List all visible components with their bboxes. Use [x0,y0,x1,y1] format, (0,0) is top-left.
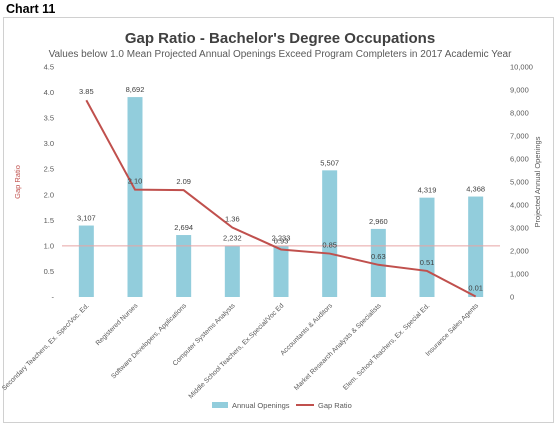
right-tick-label: 6,000 [510,155,529,164]
bar [127,97,143,297]
category-label: Middle School Teachers, Ex.Special/Voc E… [188,302,286,400]
bar [224,245,240,297]
line-data-label: 1.36 [225,214,240,223]
right-tick-label: 4,000 [510,201,529,210]
right-tick-label: 2,000 [510,247,529,256]
left-tick-label: 2.5 [44,165,54,174]
category-label: Insurance Sales Agents [425,302,481,358]
legend-bar-label: Annual Openings [232,401,290,410]
line-data-label: 0.93 [274,236,289,245]
bar-data-label: 3,107 [77,214,96,223]
left-axis-label: Gap Ratio [13,165,22,199]
right-tick-label: 8,000 [510,109,529,118]
bar [419,197,435,297]
line-data-label: 2.09 [176,177,191,186]
left-tick-label: 2.0 [44,190,54,199]
legend-bar-swatch [212,402,228,408]
bar-data-label: 4,319 [418,186,437,195]
line-data-label: 3.85 [79,87,94,96]
left-tick-label: 3.5 [44,114,54,123]
left-tick-label: 1.5 [44,216,54,225]
bar-data-label: 8,692 [126,85,145,94]
category-label: Market Research Analysts & Specialists [293,302,383,392]
right-tick-label: 10,000 [510,63,533,72]
line-data-label: 0.63 [371,252,386,261]
right-tick-label: 5,000 [510,178,529,187]
bar [78,225,94,297]
line-data-label: 2.10 [128,177,143,186]
legend: Annual Openings Gap Ratio [212,401,352,410]
line-data-label: 0.85 [322,241,337,250]
bar-data-labels: 3,107 8,692 2,694 2,232 2,233 5,507 2,960 4,319… [77,85,485,243]
bar [273,245,289,297]
line-series [85,99,477,298]
bar-data-label: 2,233 [272,234,291,243]
left-tick-label: - [52,293,55,302]
gap-ratio-line [85,99,477,298]
left-tick-label: 1.0 [44,241,54,250]
left-axis-ticks: - 0.5 1.0 1.5 2.0 2.5 3.0 3.5 4.0 4.5 [44,63,55,302]
chart-subtitle: Values below 1.0 Mean Projected Annual O… [49,49,513,60]
bar-data-label: 2,960 [369,217,388,226]
chart-title: Gap Ratio - Bachelor's Degree Occupation… [125,30,435,47]
category-labels: Secondary Teachers, Ex. Spec/Voc. Ed. Reg… [1,302,481,400]
left-tick-label: 0.5 [44,267,54,276]
left-tick-label: 4.0 [44,88,54,97]
right-tick-label: 9,000 [510,86,529,95]
category-label: Secondary Teachers, Ex. Spec/Voc. Ed. [1,302,91,392]
right-tick-label: 3,000 [510,224,529,233]
chart-frame [3,17,554,423]
bar [468,196,484,297]
bar-series [78,97,484,297]
right-tick-label: 0 [510,293,514,302]
page-heading: Chart 11 [6,2,56,16]
line-data-label: 0.51 [420,258,435,267]
right-axis-ticks: 0 1,000 2,000 3,000 4,000 5,000 6,000 7,000 8,00… [510,63,533,302]
line-data-label: 0.01 [468,283,483,292]
category-label: Registered Nurses [95,302,140,347]
legend-line-label: Gap Ratio [318,401,352,410]
bar [322,170,338,297]
left-tick-label: 4.5 [44,63,54,72]
category-label: Accountants & Auditors [279,302,334,357]
bar-data-label: 4,368 [466,185,485,194]
bar [176,235,192,297]
bar-data-label: 2,694 [174,223,193,232]
left-tick-label: 3.0 [44,139,54,148]
bar-data-label: 2,232 [223,234,242,243]
line-data-labels: 3.85 2.10 2.09 1.36 0.93 0.85 0.63 0.51 0.01 [79,87,483,292]
right-tick-label: 7,000 [510,132,529,141]
right-tick-label: 1,000 [510,270,529,279]
bar-data-label: 5,507 [320,158,339,167]
category-label: Elem. School Teachers, Ex. Special Ed. [342,302,431,391]
right-axis-label: Projected Annual Openings [533,136,542,227]
